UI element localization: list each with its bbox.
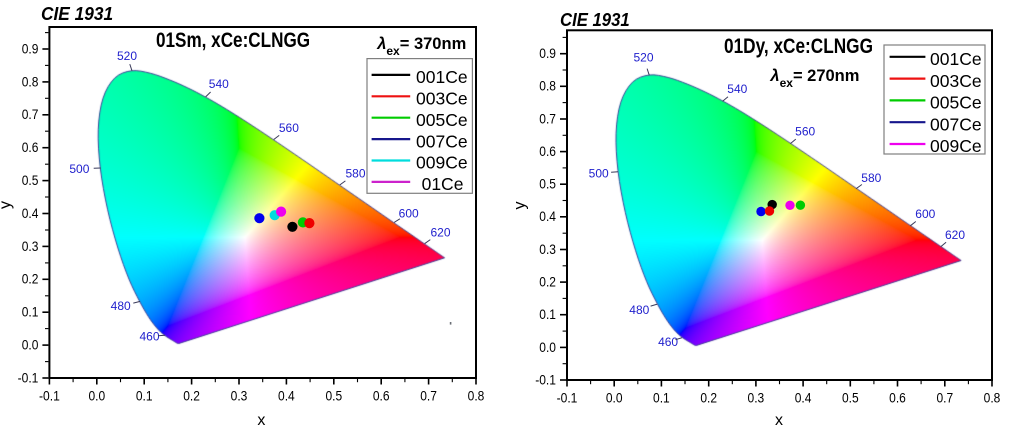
svg-text:0.1: 0.1 — [539, 307, 556, 322]
svg-text:620: 620 — [430, 226, 450, 240]
svg-text:540: 540 — [209, 77, 229, 91]
svg-text:0.3: 0.3 — [231, 388, 248, 403]
svg-text:0.8: 0.8 — [539, 79, 556, 94]
svg-text:0.2: 0.2 — [539, 275, 556, 290]
svg-text:560: 560 — [279, 121, 299, 135]
svg-text:0.3: 0.3 — [748, 390, 765, 405]
svg-text:-0.1: -0.1 — [557, 390, 578, 405]
svg-text:0.8: 0.8 — [468, 388, 485, 403]
svg-text:0.9: 0.9 — [539, 46, 556, 61]
svg-text:0.8: 0.8 — [984, 390, 1001, 405]
svg-text:0.4: 0.4 — [539, 209, 556, 224]
svg-text:580: 580 — [861, 171, 881, 185]
svg-text:460: 460 — [139, 329, 159, 343]
svg-text:003Ce: 003Ce — [930, 71, 982, 91]
svg-text:0.1: 0.1 — [653, 390, 670, 405]
svg-text:0.7: 0.7 — [22, 107, 39, 122]
svg-text:009Ce: 009Ce — [930, 136, 982, 156]
svg-text:0.9: 0.9 — [22, 41, 39, 56]
svg-text:0.6: 0.6 — [373, 388, 390, 403]
svg-text:580: 580 — [345, 167, 365, 181]
svg-text:460: 460 — [658, 335, 678, 349]
svg-text:0.7: 0.7 — [539, 111, 556, 126]
svg-text:0.2: 0.2 — [22, 272, 39, 287]
svg-text:x: x — [775, 412, 783, 429]
svg-text:-0.1: -0.1 — [535, 372, 556, 387]
svg-text:500: 500 — [69, 162, 89, 176]
svg-text:007Ce: 007Ce — [930, 114, 982, 134]
svg-text:0.5: 0.5 — [22, 173, 39, 188]
svg-text:520: 520 — [117, 49, 137, 63]
svg-text:0.1: 0.1 — [22, 305, 39, 320]
svg-text:007Ce: 007Ce — [416, 131, 468, 151]
svg-text:0.0: 0.0 — [539, 340, 556, 355]
svg-text:005Ce: 005Ce — [930, 93, 982, 113]
svg-text:480: 480 — [629, 303, 649, 317]
svg-text:003Ce: 003Ce — [416, 89, 468, 109]
svg-text:0.3: 0.3 — [22, 239, 39, 254]
svg-text:560: 560 — [795, 124, 815, 138]
svg-text:0.5: 0.5 — [842, 390, 859, 405]
svg-text:0.4: 0.4 — [22, 206, 39, 221]
svg-text:0.5: 0.5 — [325, 388, 342, 403]
svg-text:-0.1: -0.1 — [39, 388, 60, 403]
svg-text:0.2: 0.2 — [700, 390, 717, 405]
svg-text:0.0: 0.0 — [606, 390, 623, 405]
svg-text:520: 520 — [633, 51, 653, 65]
svg-text:01Ce: 01Ce — [422, 174, 464, 194]
svg-text:009Ce: 009Ce — [416, 153, 468, 173]
svg-text:480: 480 — [111, 299, 131, 313]
svg-text:0.0: 0.0 — [22, 338, 39, 353]
svg-text:0.7: 0.7 — [420, 388, 437, 403]
svg-text:0.1: 0.1 — [136, 388, 153, 403]
svg-text:500: 500 — [589, 167, 609, 181]
svg-text:600: 600 — [915, 207, 935, 221]
svg-text:0.8: 0.8 — [22, 74, 39, 89]
svg-text:0.2: 0.2 — [183, 388, 200, 403]
svg-text:y: y — [512, 202, 529, 210]
svg-text:0.6: 0.6 — [22, 140, 39, 155]
svg-text:x: x — [257, 412, 265, 429]
svg-text:0.5: 0.5 — [539, 177, 556, 192]
svg-text:0.7: 0.7 — [936, 390, 953, 405]
svg-text:005Ce: 005Ce — [416, 110, 468, 130]
svg-text:0.0: 0.0 — [88, 388, 105, 403]
svg-text:0.6: 0.6 — [889, 390, 906, 405]
svg-text:600: 600 — [399, 206, 419, 220]
svg-text:0.6: 0.6 — [539, 144, 556, 159]
svg-text:001Ce: 001Ce — [930, 49, 982, 69]
svg-text:0.4: 0.4 — [278, 388, 295, 403]
svg-text:0.4: 0.4 — [795, 390, 812, 405]
svg-text:-0.1: -0.1 — [18, 370, 39, 385]
svg-text:540: 540 — [727, 82, 747, 96]
svg-text:001Ce: 001Ce — [416, 67, 468, 87]
svg-text:0.3: 0.3 — [539, 242, 556, 257]
svg-text:620: 620 — [945, 228, 965, 242]
svg-text:y: y — [0, 201, 14, 209]
